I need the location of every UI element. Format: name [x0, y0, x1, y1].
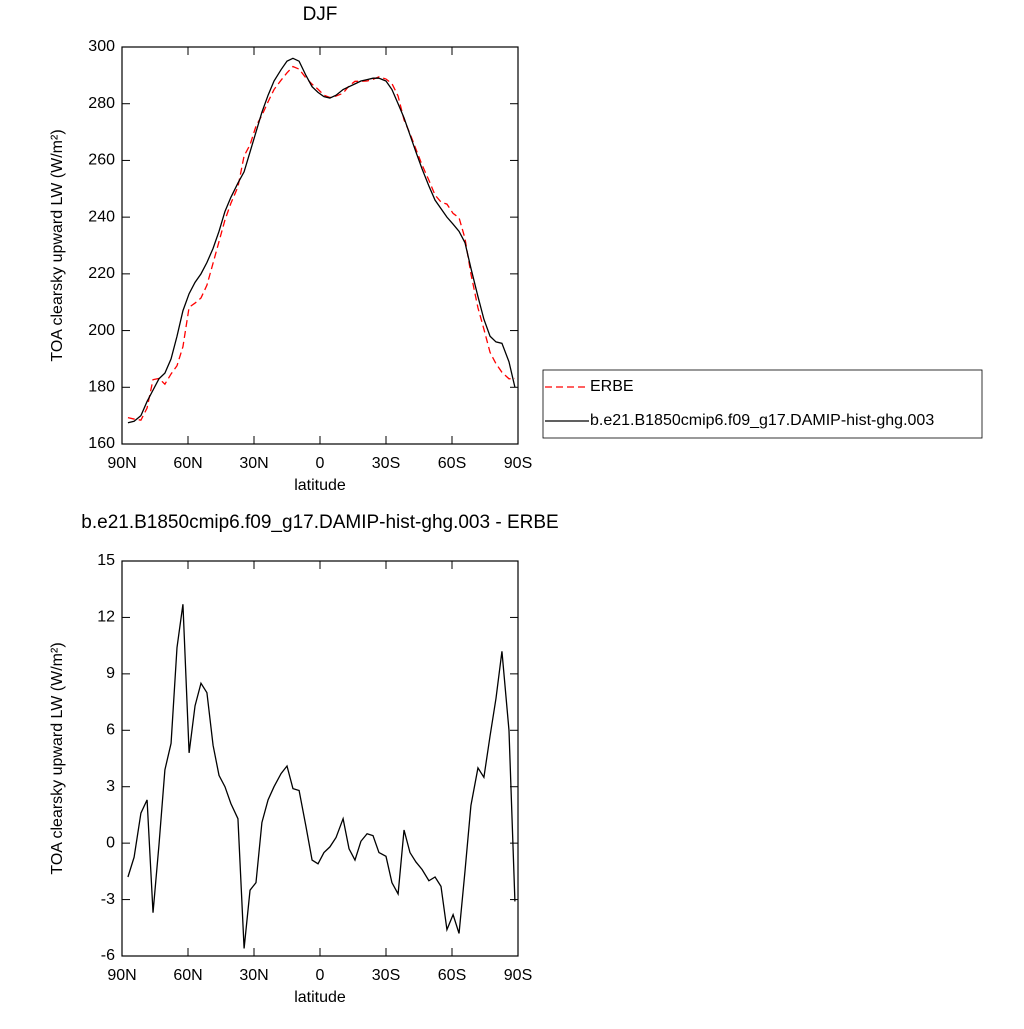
y-tick-label: 0 — [106, 834, 115, 851]
x-tick-label: 0 — [316, 455, 325, 472]
y-tick-label: 6 — [106, 722, 115, 739]
y-tick-label: -6 — [101, 947, 115, 964]
x-axis-label: latitude — [294, 477, 346, 494]
y-tick-label: 12 — [97, 609, 115, 626]
chart-title: DJF — [303, 4, 338, 25]
plot-frame — [121, 46, 519, 445]
y-tick-label: 3 — [106, 778, 115, 795]
y-axis-label: TOA clearsky upward LW (W/m²) — [49, 129, 66, 361]
y-tick-label: 300 — [88, 38, 115, 55]
y-tick-label: 240 — [88, 208, 115, 225]
x-tick-label: 30S — [372, 967, 400, 984]
y-tick-label: 220 — [88, 265, 115, 282]
x-tick-label: 30N — [239, 455, 268, 472]
legend-label: ERBE — [590, 378, 634, 395]
x-tick-label: 30S — [372, 455, 400, 472]
y-tick-label: 160 — [88, 435, 115, 452]
y-tick-label: 180 — [88, 379, 115, 396]
legend-box — [542, 369, 983, 439]
legend-label: b.e21.B1850cmip6.f09_g17.DAMIP-hist-ghg.… — [590, 412, 934, 429]
x-tick-label: 60S — [438, 455, 466, 472]
x-tick-label: 60S — [438, 967, 466, 984]
x-tick-label: 90N — [107, 455, 136, 472]
x-tick-label: 90S — [504, 967, 532, 984]
y-tick-label: 200 — [88, 322, 115, 339]
x-tick-label: 60N — [173, 967, 202, 984]
chart-title: b.e21.B1850cmip6.f09_g17.DAMIP-hist-ghg.… — [81, 512, 558, 533]
y-tick-label: -3 — [101, 891, 115, 908]
data-line — [127, 604, 516, 949]
x-tick-label: 60N — [173, 455, 202, 472]
x-tick-label: 90S — [504, 455, 532, 472]
y-tick-label: 15 — [97, 552, 115, 569]
x-tick-label: 30N — [239, 967, 268, 984]
y-tick-label: 280 — [88, 95, 115, 112]
x-axis-label: latitude — [294, 989, 346, 1006]
data-line — [127, 65, 515, 421]
x-tick-label: 0 — [316, 967, 325, 984]
y-tick-label: 260 — [88, 152, 115, 169]
y-axis-label: TOA clearsky upward LW (W/m²) — [49, 642, 66, 874]
x-tick-label: 90N — [107, 967, 136, 984]
y-tick-label: 9 — [106, 665, 115, 682]
data-line — [127, 57, 516, 424]
